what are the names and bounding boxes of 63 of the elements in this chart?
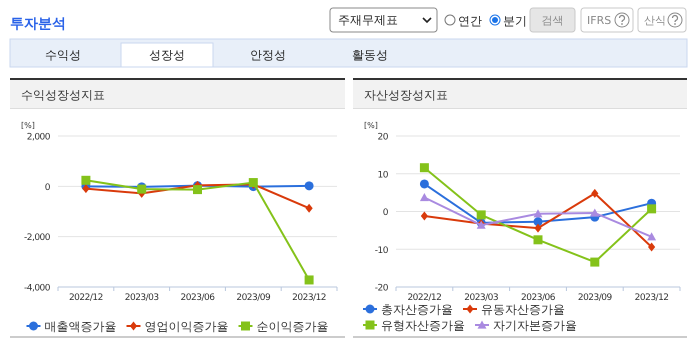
point <box>476 210 486 220</box>
point <box>137 184 146 194</box>
x-tick-label: 2023/12 <box>634 293 669 303</box>
y-tick-label: 20 <box>378 132 389 142</box>
y-axis-title: [%] <box>21 121 35 130</box>
point <box>534 217 542 226</box>
y-tick-label: 10 <box>378 170 389 180</box>
y-tick-label: -20 <box>374 284 389 294</box>
y-tick-label: -2,000 <box>24 233 51 244</box>
y-axis-title: [%] <box>364 121 378 130</box>
point <box>193 185 202 194</box>
legend-label: 총자산증가율 <box>381 302 453 316</box>
text: 주재무제표 <box>338 13 398 27</box>
point <box>420 212 428 221</box>
point <box>590 258 600 267</box>
point <box>648 242 656 252</box>
point <box>304 181 314 190</box>
point <box>647 232 656 240</box>
point <box>82 184 90 194</box>
chart-title: 수익성장성지표 <box>21 88 105 102</box>
y-tick-label: 0 <box>44 182 51 193</box>
legend-label: 순이익증가율 <box>256 320 328 334</box>
x-tick-label: 2022/12 <box>68 293 103 303</box>
chart-title: 자산성장성지표 <box>364 88 448 102</box>
text: 산식 <box>644 14 666 27</box>
text: 투자분석 <box>10 16 66 32</box>
legend-label: 유동자산증가율 <box>481 302 565 316</box>
x-tick-label: 2023/06 <box>521 293 556 303</box>
text: 활동성 <box>352 48 388 62</box>
point <box>81 176 90 185</box>
legend-label: 매출액증가율 <box>44 320 116 334</box>
point <box>420 193 429 202</box>
point <box>591 188 598 198</box>
legend-label: 유형자산증가율 <box>381 318 465 332</box>
point <box>534 235 542 244</box>
point <box>306 204 313 213</box>
point <box>647 204 656 214</box>
x-tick-label: 2023/09 <box>236 293 272 303</box>
text: IFRS <box>587 14 612 27</box>
x-tick-label: 2022/12 <box>407 293 442 303</box>
y-tick-label: -4,000 <box>24 284 51 294</box>
text: 수익성 <box>45 48 81 62</box>
point <box>420 163 429 172</box>
point <box>534 224 542 233</box>
point <box>590 208 600 217</box>
point <box>534 209 542 218</box>
point <box>420 179 429 188</box>
text: 연간 <box>458 14 482 28</box>
x-tick-label: 2023/03 <box>124 293 159 303</box>
point <box>304 275 314 284</box>
x-tick-label: 2023/06 <box>180 293 216 303</box>
text: 성장성 <box>149 48 185 62</box>
x-tick-label: 2023/12 <box>292 293 326 303</box>
y-tick-label: -10 <box>374 246 389 256</box>
y-tick-label: 2,000 <box>26 132 51 142</box>
text: 안정성 <box>250 48 286 62</box>
legend-label: 자기자본증가율 <box>493 318 577 332</box>
text: 분기 <box>503 14 527 28</box>
x-tick-label: 2023/03 <box>464 293 498 303</box>
legend-label: 영업이익증가율 <box>144 320 228 334</box>
x-tick-label: 2023/09 <box>578 293 613 303</box>
y-tick-label: 0 <box>382 208 389 218</box>
text: 검색 <box>542 14 564 27</box>
